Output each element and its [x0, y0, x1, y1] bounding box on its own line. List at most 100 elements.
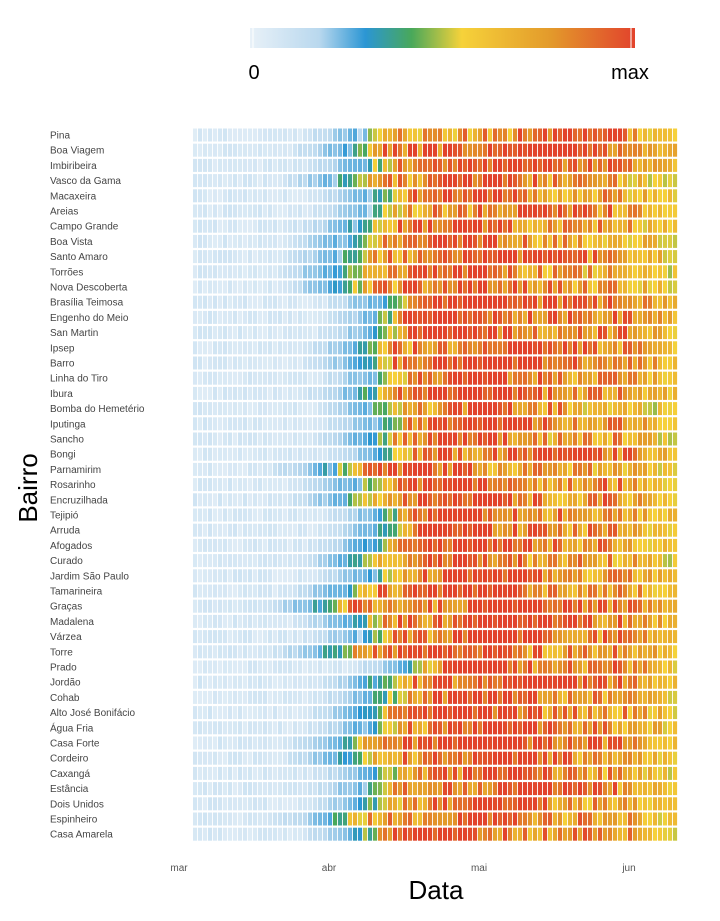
heatmap-cell [633, 569, 638, 583]
heatmap-cell [573, 706, 578, 720]
heatmap-cell [478, 447, 483, 461]
heatmap-cell [353, 827, 358, 841]
heatmap-cell [233, 721, 238, 735]
heatmap-cell [323, 280, 328, 294]
heatmap-cell [393, 402, 398, 416]
heatmap-cell [303, 736, 308, 750]
heatmap-cell [418, 417, 423, 431]
heatmap-cell [493, 690, 498, 704]
heatmap-cell [673, 341, 678, 355]
heatmap-cell [203, 554, 208, 568]
heatmap-cell [668, 128, 673, 142]
heatmap-cell [358, 447, 363, 461]
heatmap-cell [543, 158, 548, 172]
heatmap-cell [273, 341, 278, 355]
heatmap-cell [608, 660, 613, 674]
heatmap-cell [408, 660, 413, 674]
heatmap-cell [388, 402, 393, 416]
heatmap-cell [268, 265, 273, 279]
heatmap-cell [273, 508, 278, 522]
heatmap-cell [328, 614, 333, 628]
heatmap-cell [218, 493, 223, 507]
heatmap-cell [273, 189, 278, 203]
heatmap-cell [448, 158, 453, 172]
heatmap-cell [378, 310, 383, 324]
heatmap-cell [378, 143, 383, 157]
row-label: Encruzilhada [50, 495, 108, 506]
heatmap-cell [543, 538, 548, 552]
heatmap-cell [303, 706, 308, 720]
heatmap-cell [398, 827, 403, 841]
heatmap-cell [533, 204, 538, 218]
heatmap-cell [458, 280, 463, 294]
heatmap-cell [463, 326, 468, 340]
heatmap-cell [643, 827, 648, 841]
heatmap-cell [538, 265, 543, 279]
heatmap-cell [543, 250, 548, 264]
heatmap-cell [343, 417, 348, 431]
heatmap-cell [563, 660, 568, 674]
heatmap-cell [368, 721, 373, 735]
heatmap-cell [423, 508, 428, 522]
heatmap-cell [318, 371, 323, 385]
heatmap-cell [398, 341, 403, 355]
heatmap-cell [193, 295, 198, 309]
heatmap-cell [648, 280, 653, 294]
heatmap-cell [458, 630, 463, 644]
heatmap-cell [643, 219, 648, 233]
heatmap-cell [358, 432, 363, 446]
heatmap-cell [198, 310, 203, 324]
heatmap-cell [593, 766, 598, 780]
heatmap-cell [363, 812, 368, 826]
heatmap-cell [323, 234, 328, 248]
heatmap-cell [598, 326, 603, 340]
heatmap-cell [398, 128, 403, 142]
heatmap-cell [568, 599, 573, 613]
heatmap-cell [193, 478, 198, 492]
heatmap-cell [618, 599, 623, 613]
heatmap-cell [288, 751, 293, 765]
heatmap-cell [263, 432, 268, 446]
heatmap-cell [248, 128, 253, 142]
heatmap-cell [628, 538, 633, 552]
heatmap-cell [583, 234, 588, 248]
legend-colorbar [250, 28, 635, 48]
heatmap-cell [278, 782, 283, 796]
heatmap-cell [493, 204, 498, 218]
heatmap-cell [508, 402, 513, 416]
heatmap-cell [483, 174, 488, 188]
heatmap-cell [608, 690, 613, 704]
heatmap-cell [508, 234, 513, 248]
heatmap-cell [413, 478, 418, 492]
heatmap-cell [353, 523, 358, 537]
heatmap-cell [203, 174, 208, 188]
heatmap-cell [628, 751, 633, 765]
heatmap-cell [193, 189, 198, 203]
heatmap-cell [293, 478, 298, 492]
heatmap-cell [618, 812, 623, 826]
heatmap-cell [628, 417, 633, 431]
heatmap-cell [428, 751, 433, 765]
heatmap-cell [523, 523, 528, 537]
heatmap-cell [538, 827, 543, 841]
heatmap-cell [528, 310, 533, 324]
heatmap-cell [303, 827, 308, 841]
heatmap-cell [488, 736, 493, 750]
heatmap-cell [623, 341, 628, 355]
heatmap-cell [643, 812, 648, 826]
x-tick-label: mar [170, 863, 188, 874]
heatmap-cell [578, 569, 583, 583]
heatmap-cell [418, 630, 423, 644]
heatmap-cell [273, 478, 278, 492]
heatmap-cell [623, 812, 628, 826]
heatmap-cell [498, 690, 503, 704]
row-label: Imbiribeira [50, 161, 97, 172]
heatmap-cell [468, 782, 473, 796]
heatmap-cell [343, 554, 348, 568]
heatmap-cell [228, 660, 233, 674]
heatmap-cell [643, 189, 648, 203]
heatmap-cell [403, 219, 408, 233]
heatmap-cell [263, 523, 268, 537]
heatmap-cell [448, 189, 453, 203]
heatmap-cell [258, 827, 263, 841]
